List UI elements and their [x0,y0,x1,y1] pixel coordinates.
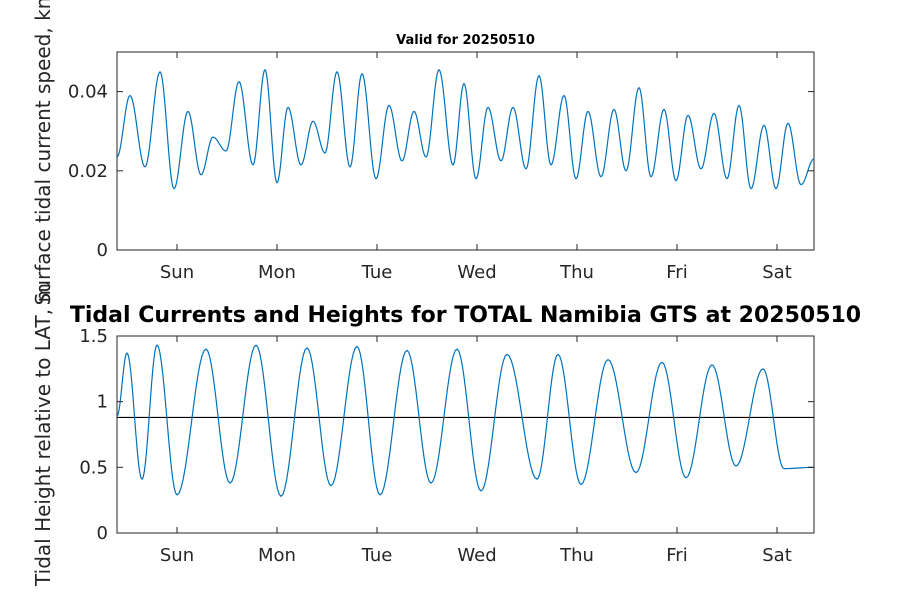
y-tick-label: 0 [97,240,108,261]
series-line-1 [117,344,814,498]
series-line-1 [117,68,814,190]
x-tick-label: Sun [160,262,194,283]
x-tick-label: Wed [457,545,496,566]
x-tick-label: Tue [361,262,393,283]
x-tick-label: Mon [258,262,296,283]
x-tick-label: Thu [559,262,594,283]
y-axis-label: Tidal Height relative to LAT, m [31,283,55,587]
x-tick-label: Sun [160,545,194,566]
chart-title: Tidal Currents and Heights for TOTAL Nam… [70,303,861,328]
x-tick-label: Mon [258,545,296,566]
x-tick-label: Tue [361,545,393,566]
y-tick-label: 0 [97,523,108,544]
x-tick-label: Thu [559,545,594,566]
y-tick-label: 0.04 [68,82,108,103]
plot-area [116,335,815,534]
x-tick-label: Sat [762,262,792,283]
chart-title: Valid for 20250510 [396,33,535,48]
chart-panel-2: Sun Mon Tue Wed Thu Fri Sat 0 0.5 1 1.5 Tidal Heigh… [31,283,861,587]
x-tick-label: Fri [666,545,687,566]
y-tick-label: 1.5 [79,326,108,347]
y-tick-label: 0.5 [79,457,108,478]
y-tick-label: 0.02 [68,161,108,182]
x-tick-label: Fri [666,262,687,283]
x-tick-label: Wed [457,262,496,283]
x-tick-label: Sat [762,545,792,566]
y-axis-label: Surface tidal current speed, kn [31,0,55,305]
chart-panel-1: Sun Mon Tue Wed Thu Fri Sat 0 0.02 0.04 Surface ti… [31,0,815,305]
y-tick-label: 1 [97,392,108,413]
plot-area [116,51,815,251]
